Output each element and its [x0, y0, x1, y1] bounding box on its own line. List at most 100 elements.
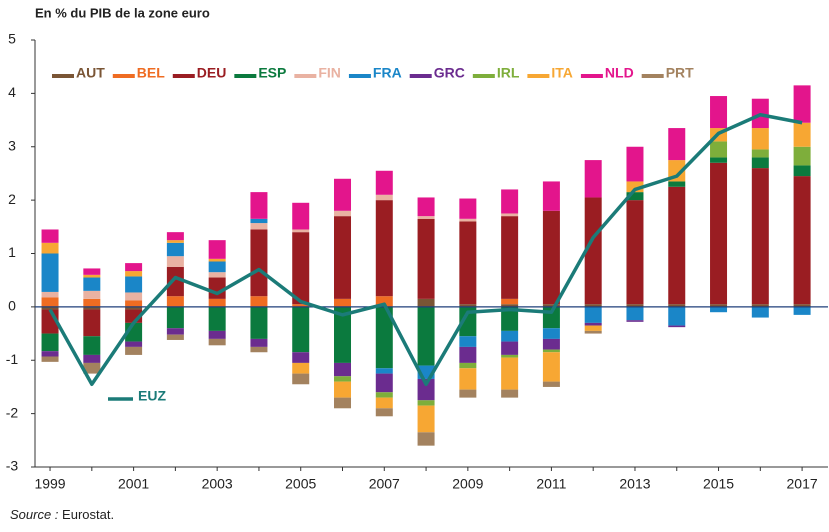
- bar-segment: [334, 306, 352, 363]
- bar-segment: [166, 334, 184, 340]
- y-tick-label: -3: [6, 458, 19, 474]
- bar-segment: [292, 229, 310, 233]
- line-series: [48, 112, 803, 387]
- bar-segment: [584, 306, 602, 323]
- x-tick-label: 2015: [703, 476, 734, 492]
- bar-segment: [459, 368, 477, 390]
- legend-label: AUT: [76, 65, 105, 81]
- bar-segment: [584, 197, 602, 305]
- bar-segment: [751, 304, 769, 307]
- bar-segment: [166, 328, 184, 335]
- bar-segment: [668, 325, 686, 328]
- legend-label: IRL: [497, 65, 520, 81]
- bar-segment: [668, 128, 686, 161]
- bar-segment: [83, 362, 101, 374]
- y-tick-label: 3: [8, 137, 16, 153]
- bar-segment: [125, 292, 143, 301]
- bar-segment: [793, 176, 811, 305]
- bar-segment: [125, 263, 143, 272]
- bar-segment: [41, 253, 59, 292]
- bar-segment: [250, 346, 268, 353]
- bar-segment: [710, 157, 728, 163]
- bar-segment: [125, 271, 143, 277]
- bar-segment: [292, 304, 310, 307]
- bar-segment: [166, 242, 184, 257]
- bar-segment: [375, 194, 393, 201]
- bar-segment: [41, 242, 59, 254]
- x-tick-label: 1999: [34, 476, 65, 492]
- x-tick-label: 2013: [619, 476, 650, 492]
- bar-segment: [375, 296, 393, 307]
- bar-segment: [417, 216, 435, 219]
- bar-segment: [166, 240, 184, 243]
- y-tick-label: -1: [6, 351, 19, 367]
- x-tick-label: 2017: [787, 476, 818, 492]
- bar-segment: [751, 157, 769, 169]
- bar-segment: [542, 328, 560, 339]
- bar-segment: [125, 341, 143, 347]
- bar-segment: [417, 298, 435, 307]
- bar-segment: [334, 210, 352, 217]
- source-note: Source : Eurostat.: [10, 507, 114, 522]
- bar-segment: [334, 178, 352, 211]
- bar-segment: [83, 354, 101, 363]
- bar-segment: [626, 320, 644, 322]
- bar-segment: [793, 85, 811, 123]
- bar-segment: [83, 309, 101, 337]
- bar-segment: [208, 240, 226, 259]
- bar-segment: [208, 258, 226, 262]
- bar-segment: [626, 200, 644, 305]
- y-tick-label: -2: [6, 404, 19, 420]
- bar-segment: [459, 336, 477, 347]
- bar-segment: [250, 218, 268, 224]
- bar-segment: [710, 141, 728, 158]
- bar-segment: [626, 181, 644, 193]
- bar-segment: [41, 297, 59, 307]
- bar-segment: [375, 392, 393, 398]
- bar-segment: [334, 376, 352, 382]
- bar-segment: [668, 306, 686, 326]
- bar-segment: [501, 304, 519, 307]
- bar-segment: [125, 276, 143, 293]
- bar-segment: [375, 200, 393, 297]
- bar-segment: [501, 216, 519, 299]
- bar-segment: [584, 160, 602, 198]
- bar-segment: [292, 202, 310, 230]
- bar-segment: [83, 306, 101, 310]
- bar-segment: [501, 357, 519, 390]
- bar-segment: [41, 306, 59, 310]
- bar-segment: [626, 306, 644, 321]
- bar-segment: [41, 333, 59, 352]
- legend-label: GRC: [434, 65, 465, 81]
- y-tick-label: 0: [8, 298, 16, 314]
- bar-segment: [375, 397, 393, 409]
- bar-segment: [208, 306, 226, 331]
- bar-segment: [584, 330, 602, 334]
- chart-title: En % du PIB de la zone euro: [35, 5, 210, 20]
- bar-segment: [208, 338, 226, 346]
- bar-segment: [375, 408, 393, 417]
- bar-segment: [459, 221, 477, 305]
- bar-segment: [501, 298, 519, 305]
- bar-segment: [584, 325, 602, 331]
- bar-segment: [542, 304, 560, 307]
- bar-segment: [208, 272, 226, 278]
- bar-segment: [459, 362, 477, 369]
- bar-segment: [459, 218, 477, 222]
- bar-segment: [334, 216, 352, 299]
- bar-segment: [793, 165, 811, 177]
- bar-segment: [501, 330, 519, 342]
- bar-segment: [83, 274, 101, 278]
- bar-segment: [793, 306, 811, 315]
- bar-segment: [459, 198, 477, 219]
- bar-segment: [250, 338, 268, 347]
- bar-segment: [41, 291, 59, 298]
- bar-segment: [166, 232, 184, 241]
- bar-segment: [375, 368, 393, 374]
- bar-segment: [125, 306, 143, 310]
- legend-label: BEL: [137, 65, 165, 81]
- source-text: Eurostat.: [62, 507, 114, 522]
- bar-segment: [83, 277, 101, 291]
- bar-segment: [208, 298, 226, 307]
